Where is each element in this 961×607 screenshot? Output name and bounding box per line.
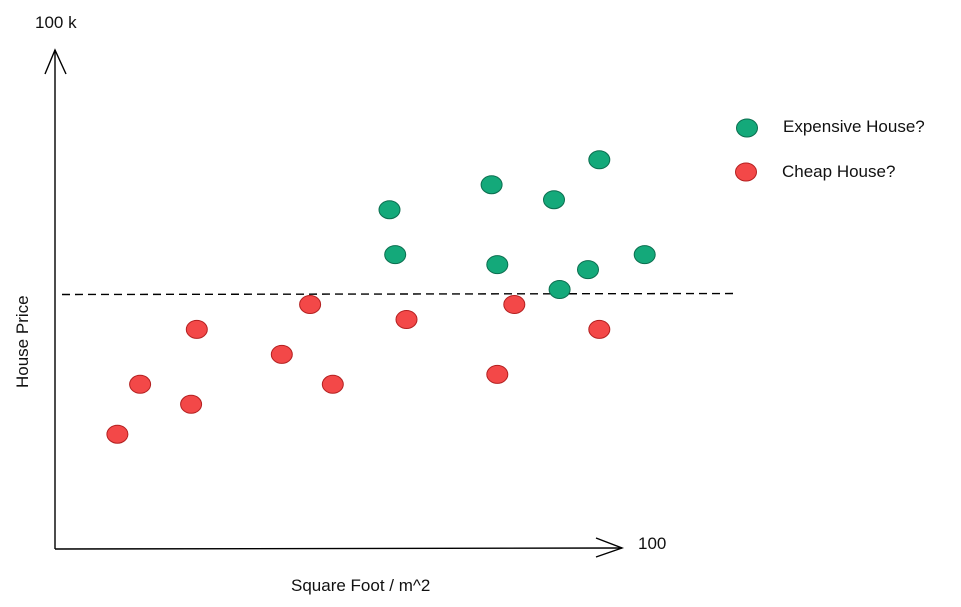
cheap-house-point-1 — [106, 424, 129, 444]
cheap-house-point-6 — [299, 295, 322, 314]
cheap-house-point-3 — [180, 394, 203, 414]
x-axis-title: Square Foot / m^2 — [291, 576, 430, 595]
expensive-house-point-8 — [588, 150, 611, 170]
x-axis — [54, 547, 623, 550]
legend-marker-cheap — [735, 162, 757, 182]
expensive-house-point-2 — [384, 245, 407, 265]
legend: Expensive House? Cheap House? — [735, 117, 925, 182]
threshold-dashed-line — [61, 292, 735, 296]
y-axis-arrowhead — [44, 48, 67, 75]
expensive-house-point-3 — [480, 175, 503, 195]
cheap-house-point-2 — [129, 374, 152, 394]
expensive-house-point-4 — [486, 255, 509, 275]
expensive-house-point-1 — [378, 200, 401, 220]
legend-label-cheap: Cheap House? — [782, 162, 895, 181]
expensive-house-point-7 — [577, 260, 599, 280]
y-axis-title: House Price — [13, 295, 32, 388]
legend-marker-expensive — [736, 118, 758, 138]
expensive-house-point-9 — [633, 245, 656, 265]
cheap-house-point-10 — [503, 295, 526, 314]
expensive-house-point-5 — [543, 190, 565, 210]
cheap-house-point-7 — [321, 374, 344, 394]
x-axis-arrowhead — [595, 537, 625, 558]
cheap-house-point-11 — [588, 319, 611, 339]
legend-label-expensive: Expensive House? — [783, 117, 925, 136]
y-axis-end-label: 100 k — [35, 13, 77, 32]
cheap-house-point-4 — [185, 319, 208, 339]
expensive-house-point-6 — [548, 280, 571, 299]
x-axis-end-label: 100 — [638, 534, 666, 553]
cheap-house-point-8 — [395, 310, 418, 329]
cheap-house-point-5 — [270, 344, 293, 364]
cheap-house-point-9 — [486, 364, 509, 384]
data-points — [106, 150, 656, 444]
